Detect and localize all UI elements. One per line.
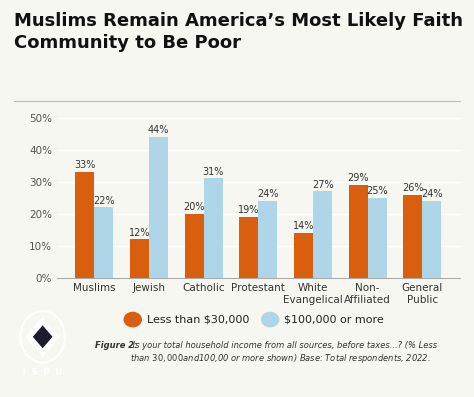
- Bar: [294, 233, 313, 278]
- Text: 29%: 29%: [347, 173, 369, 183]
- Bar: [149, 137, 168, 278]
- Circle shape: [124, 312, 141, 327]
- Text: 14%: 14%: [293, 222, 314, 231]
- Text: 20%: 20%: [183, 202, 205, 212]
- Text: 24%: 24%: [421, 189, 443, 199]
- Bar: [204, 179, 223, 278]
- Text: 12%: 12%: [128, 228, 150, 238]
- Text: 25%: 25%: [366, 186, 388, 196]
- Bar: [239, 217, 258, 278]
- Text: I  S  P  U: I S P U: [23, 368, 62, 377]
- Text: Less than $30,000: Less than $30,000: [147, 314, 249, 325]
- Text: 33%: 33%: [74, 160, 95, 170]
- Bar: [258, 201, 277, 278]
- Circle shape: [262, 312, 279, 327]
- Text: 26%: 26%: [402, 183, 423, 193]
- Text: Is your total household income from all sources, before taxes...? (% Less
than $: Is your total household income from all …: [130, 341, 438, 365]
- Polygon shape: [26, 317, 60, 357]
- Bar: [313, 191, 332, 278]
- Text: Figure 2:: Figure 2:: [95, 341, 137, 351]
- Text: 22%: 22%: [93, 196, 115, 206]
- Text: $100,000 or more: $100,000 or more: [284, 314, 384, 325]
- Bar: [368, 198, 387, 278]
- Text: 27%: 27%: [312, 180, 333, 190]
- Text: 31%: 31%: [202, 167, 224, 177]
- Bar: [184, 214, 204, 278]
- Polygon shape: [33, 326, 53, 348]
- Text: 19%: 19%: [238, 205, 259, 215]
- Bar: [130, 239, 149, 278]
- Bar: [75, 172, 94, 278]
- Bar: [403, 195, 422, 278]
- Text: Muslims Remain America’s Most Likely Faith
Community to Be Poor: Muslims Remain America’s Most Likely Fai…: [14, 12, 463, 52]
- Text: 24%: 24%: [257, 189, 279, 199]
- Bar: [422, 201, 441, 278]
- Bar: [94, 207, 113, 278]
- Bar: [348, 185, 368, 278]
- Text: 44%: 44%: [148, 125, 169, 135]
